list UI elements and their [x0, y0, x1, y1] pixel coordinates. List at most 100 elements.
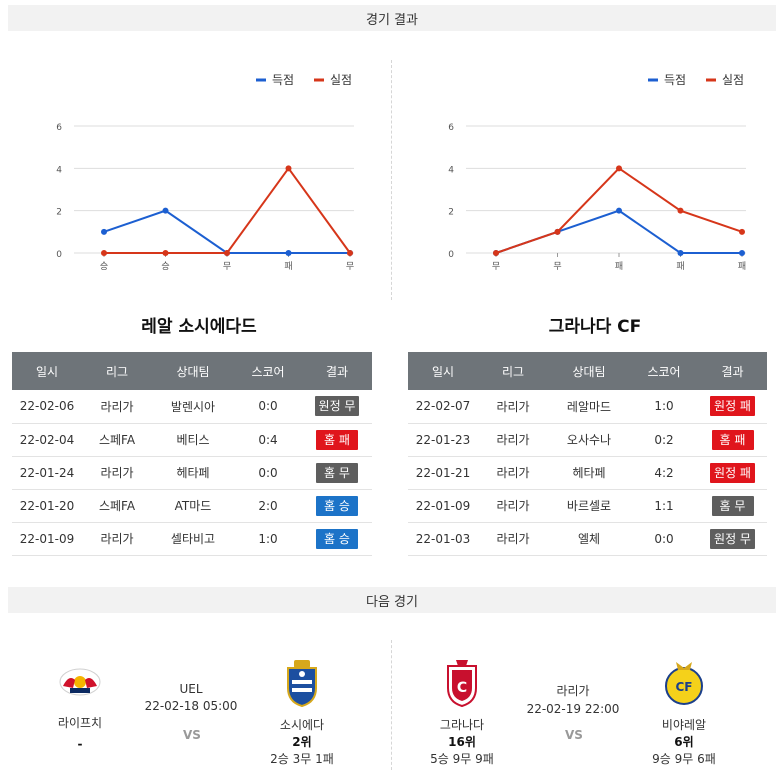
cell-score: 0:0: [234, 390, 302, 424]
table-row[interactable]: 22-02-07 라리가 레알마드 1:0 원정 패: [408, 390, 767, 424]
next-match-1-away[interactable]: 소시에다 2위 2승 3무 1패: [257, 658, 347, 767]
team-name: 비야레알: [661, 718, 707, 732]
table-row[interactable]: 22-01-20 스페FA AT마드 2:0 홈 승: [12, 489, 372, 523]
cell-date: 22-02-07: [408, 390, 478, 424]
header-league: 리그: [82, 352, 152, 390]
table-row[interactable]: 22-01-21 라리가 헤타페 4:2 원정 패: [408, 456, 767, 490]
header-date: 일시: [12, 352, 82, 390]
next-match-1-home[interactable]: 라이프치 -: [35, 660, 125, 751]
chart-divider: [391, 60, 392, 300]
data-point: [285, 250, 292, 256]
data-point: [554, 228, 561, 235]
cell-league: 스페FA: [82, 423, 152, 457]
vs-label: VS: [183, 728, 201, 742]
data-point: [677, 207, 684, 214]
result-badge: 홈 승: [316, 495, 358, 516]
cell-date: 22-01-03: [408, 522, 478, 556]
table-row[interactable]: 22-01-09 라리가 셀타비고 1:0 홈 승: [12, 522, 372, 556]
header-date: 일시: [408, 352, 478, 390]
data-point: [493, 250, 499, 256]
match-league: UEL: [179, 682, 203, 696]
cell-date: 22-01-24: [12, 456, 82, 490]
villarreal-logo-icon: CF: [665, 662, 703, 705]
table-row[interactable]: 22-01-03 라리가 엘체 0:0 원정 무: [408, 522, 767, 556]
cell-date: 22-01-20: [12, 489, 82, 523]
result-badge: 홈 무: [316, 462, 358, 483]
header-opponent: 상대팀: [152, 352, 234, 390]
cell-opponent: AT마드: [152, 489, 234, 523]
team-rank: 6위: [674, 735, 694, 749]
y-tick-label: 4: [448, 165, 454, 175]
series-line-0: [103, 209, 350, 254]
data-point: [285, 165, 292, 172]
y-tick-label: 6: [56, 123, 62, 133]
cell-opponent: 오사수나: [548, 423, 630, 457]
cell-score: 1:0: [234, 522, 302, 556]
header-score: 스코어: [234, 352, 302, 390]
next-match-2-home[interactable]: C 그라나다 16위 5승 9무 9패: [417, 658, 507, 767]
team-name: 라이프치: [57, 716, 103, 730]
x-tick-label: 승: [161, 261, 169, 272]
data-point: [677, 250, 684, 256]
result-badge: 홈 승: [316, 528, 358, 549]
match-datetime: 22-02-19 22:00: [526, 702, 620, 716]
table-row[interactable]: 22-01-23 라리가 오사수나 0:2 홈 패: [408, 423, 767, 457]
cell-league: 라리가: [478, 489, 548, 523]
cell-date: 22-02-04: [12, 423, 82, 457]
left-team-title: 레알 소시에다드: [141, 317, 257, 337]
cell-date: 22-02-06: [12, 390, 82, 424]
leipzig-logo-icon: [59, 668, 101, 696]
svg-text:CF: CF: [675, 680, 692, 694]
team-record: 5승 9무 9패: [430, 752, 494, 766]
data-point: [101, 228, 107, 235]
result-badge: 원정 무: [314, 396, 360, 417]
x-tick-label: 무: [223, 261, 231, 272]
data-point: [162, 207, 169, 214]
table-header-row: 일시 리그 상대팀 스코어 결과: [12, 352, 372, 390]
cell-date: 22-01-09: [12, 522, 82, 556]
cell-result: 원정 무: [302, 390, 372, 424]
y-tick-label: 0: [448, 250, 454, 260]
table-row[interactable]: 22-01-09 라리가 바르셀로 1:1 홈 무: [408, 489, 767, 523]
cell-date: 22-01-09: [408, 489, 478, 523]
next-match-2-info: 라리가 22-02-19 22:00: [513, 682, 633, 716]
table-row[interactable]: 22-02-06 라리가 발렌시아 0:0 원정 무: [12, 390, 372, 424]
cell-result: 원정 무: [698, 522, 767, 556]
header-league: 리그: [478, 352, 548, 390]
granada-logo-icon: C: [447, 660, 477, 708]
real-sociedad-logo-icon: [287, 660, 317, 708]
x-tick-label: 패: [615, 261, 623, 272]
data-point: [101, 250, 107, 256]
data-point: [162, 250, 169, 256]
cell-league: 라리가: [478, 456, 548, 490]
table-header-row: 일시 리그 상대팀 스코어 결과: [408, 352, 767, 390]
cell-opponent: 바르셀로: [548, 489, 630, 523]
cell-result: 원정 패: [698, 390, 767, 424]
y-tick-label: 4: [56, 165, 62, 175]
cell-league: 라리가: [82, 456, 152, 490]
team-name: 그라나다: [439, 718, 485, 732]
results-section-title: 경기 결과: [8, 5, 776, 31]
legend-label-conceded: 실점: [330, 73, 352, 87]
team-rank: 2위: [292, 735, 312, 749]
team-rank: -: [77, 737, 83, 751]
cell-result: 홈 승: [302, 522, 372, 556]
next-match-section-title: 다음 경기: [8, 587, 776, 613]
data-point: [347, 250, 353, 256]
cell-opponent: 엘체: [548, 522, 630, 556]
cell-score: 0:0: [630, 522, 698, 556]
right-team-chart: 득점 실점 0 2 4 6 무 무 패 패 패: [448, 73, 746, 272]
data-point: [224, 250, 230, 256]
cell-opponent: 헤타페: [548, 456, 630, 490]
x-tick-label: 패: [284, 261, 292, 272]
x-tick-label: 승: [100, 261, 108, 272]
legend-label-scored: 득점: [272, 73, 294, 87]
team-name: 소시에다: [279, 718, 325, 732]
y-tick-label: 0: [56, 250, 62, 260]
table-row[interactable]: 22-01-24 라리가 헤타페 0:0 홈 무: [12, 456, 372, 490]
x-tick-label: 무: [553, 261, 561, 272]
cell-opponent: 발렌시아: [152, 390, 234, 424]
table-row[interactable]: 22-02-04 스페FA 베티스 0:4 홈 패: [12, 423, 372, 457]
cell-score: 4:2: [630, 456, 698, 490]
next-match-2-away[interactable]: CF 비야레알 6위 9승 9무 6패: [639, 658, 729, 767]
